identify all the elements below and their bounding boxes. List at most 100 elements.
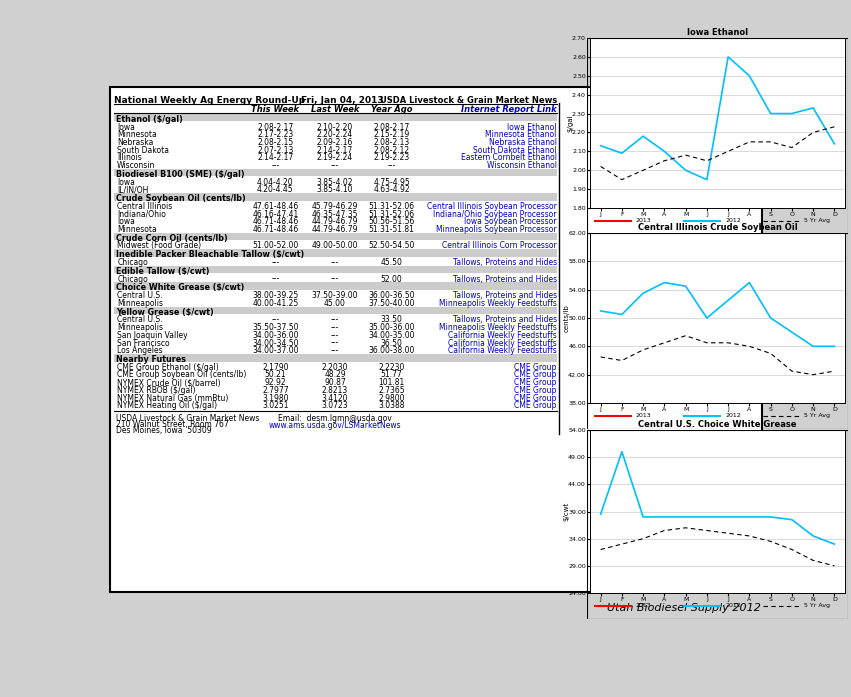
Text: 35.50-37.50: 35.50-37.50 [252,323,299,332]
Text: 46.71-48.46: 46.71-48.46 [252,225,299,234]
Text: 46.71-48.46: 46.71-48.46 [252,217,299,227]
Text: 2.2030: 2.2030 [322,362,348,372]
Y-axis label: cents/lb: cents/lb [563,304,569,332]
Text: 44.79-46.79: 44.79-46.79 [311,225,358,234]
Text: Email:  desm.lgmn@usda.gov: Email: desm.lgmn@usda.gov [278,413,391,422]
Text: ---: --- [331,346,340,355]
Text: 44.79-46.79: 44.79-46.79 [311,217,358,227]
Text: 2.17-2.23: 2.17-2.23 [257,130,294,139]
Text: 45.79-46.29: 45.79-46.29 [311,202,358,210]
Text: 4.20-4.45: 4.20-4.45 [257,185,294,194]
Text: Iowa Ethanol: Iowa Ethanol [507,123,557,132]
Text: CME Group: CME Group [514,362,557,372]
Text: 2.08-2.13: 2.08-2.13 [374,138,409,147]
Text: 2.2230: 2.2230 [379,362,405,372]
Text: ---: --- [331,275,340,284]
Text: 2.15-2.19: 2.15-2.19 [374,130,409,139]
Text: Biodiesel B100 (SME) ($/gal): Biodiesel B100 (SME) ($/gal) [116,170,244,179]
Text: USDA Livestock & Grain Market News: USDA Livestock & Grain Market News [380,96,557,105]
Text: California Weekly Feedstuffs: California Weekly Feedstuffs [448,346,557,355]
Text: 2012: 2012 [725,603,741,608]
Text: Iowa: Iowa [117,123,135,132]
Text: Indiana/Ohio Soybean Processor: Indiana/Ohio Soybean Processor [433,210,557,219]
Text: Central Illinois Corn Processor: Central Illinois Corn Processor [442,241,557,250]
Text: 51.31-51.81: 51.31-51.81 [368,225,414,234]
Text: South Dakota: South Dakota [117,146,169,155]
Text: Tallows, Proteins and Hides: Tallows, Proteins and Hides [453,258,557,267]
Text: 3.4120: 3.4120 [322,394,348,403]
Text: 2.08-2.12: 2.08-2.12 [374,146,409,155]
Text: Minneapolis: Minneapolis [117,299,163,308]
Text: San Francisco: San Francisco [117,339,170,348]
Text: Minneapolis Weekly Feedstuffs: Minneapolis Weekly Feedstuffs [439,323,557,332]
Text: Minneapolis Soybean Processor: Minneapolis Soybean Processor [436,225,557,234]
Text: Edible Tallow ($/cwt): Edible Tallow ($/cwt) [116,267,209,276]
Text: Central Illinois Soybean Processor: Central Illinois Soybean Processor [426,202,557,210]
Text: 4.04-4.20: 4.04-4.20 [257,178,294,187]
Text: ---: --- [331,339,340,348]
Text: Inedible Packer Bleachable Tallow ($/cwt): Inedible Packer Bleachable Tallow ($/cwt… [116,250,304,259]
Text: IL/IN/OH: IL/IN/OH [117,185,149,194]
Text: 2.7977: 2.7977 [262,386,288,395]
Title: Central U.S. Choice White Grease: Central U.S. Choice White Grease [638,420,797,429]
Text: Central U.S.: Central U.S. [117,316,163,324]
Text: 3.0723: 3.0723 [322,401,348,411]
Text: Iowa Soybean Processor: Iowa Soybean Processor [464,217,557,227]
Text: Minnesota Ethanol: Minnesota Ethanol [485,130,557,139]
Text: 3.85-4.10: 3.85-4.10 [317,185,353,194]
Text: 37.50-40.00: 37.50-40.00 [368,299,414,308]
Text: 2.8213: 2.8213 [322,386,348,395]
Text: 36.50: 36.50 [380,339,403,348]
Text: Crude Corn Oil (cents/lb): Crude Corn Oil (cents/lb) [116,233,227,243]
FancyBboxPatch shape [114,114,557,121]
Text: 33.50: 33.50 [380,316,403,324]
Text: CME Group: CME Group [514,386,557,395]
FancyBboxPatch shape [114,307,557,314]
FancyBboxPatch shape [114,169,557,176]
Text: Ethanol ($/gal): Ethanol ($/gal) [116,115,183,124]
Text: Tallows, Proteins and Hides: Tallows, Proteins and Hides [453,275,557,284]
Text: Minnesota: Minnesota [117,130,157,139]
Text: 34.00-35.00: 34.00-35.00 [368,331,414,340]
Text: 45.00: 45.00 [324,299,346,308]
Text: Iowa: Iowa [117,217,135,227]
Text: 5 Yr Avg: 5 Yr Avg [804,603,831,608]
Text: 52.00: 52.00 [380,275,403,284]
Text: ---: --- [331,331,340,340]
Text: Crude Soybean Oil (cents/lb): Crude Soybean Oil (cents/lb) [116,194,245,203]
Text: 2.10-2.20: 2.10-2.20 [317,123,353,132]
Text: NYMEX RBOB ($/gal): NYMEX RBOB ($/gal) [117,386,196,395]
Text: Wisconsin: Wisconsin [117,161,156,170]
Text: ---: --- [387,161,396,170]
Text: 38.00-39.25: 38.00-39.25 [252,291,299,300]
Text: ---: --- [331,161,340,170]
Text: CME Group: CME Group [514,378,557,387]
Text: 2.9800: 2.9800 [379,394,405,403]
Text: 51.77: 51.77 [380,371,403,379]
Text: 2.7365: 2.7365 [378,386,405,395]
Text: 51.00-52.00: 51.00-52.00 [252,241,299,250]
Title: Iowa Ethanol: Iowa Ethanol [687,28,748,37]
Text: ---: --- [271,316,279,324]
Text: Fri, Jan 04, 2013: Fri, Jan 04, 2013 [301,96,384,105]
FancyBboxPatch shape [114,266,557,273]
Text: NYMEX Heating Oil ($/gal): NYMEX Heating Oil ($/gal) [117,401,217,411]
Text: Minnesota: Minnesota [117,225,157,234]
Text: 3.0388: 3.0388 [379,401,405,411]
Text: 34.00-37.00: 34.00-37.00 [252,346,299,355]
Text: 2.08-2.17: 2.08-2.17 [257,123,294,132]
Text: ---: --- [331,316,340,324]
Text: Last Week: Last Week [311,105,359,114]
FancyBboxPatch shape [114,193,557,201]
Text: 2.07-2.13: 2.07-2.13 [257,146,294,155]
Text: Central U.S.: Central U.S. [117,291,163,300]
Text: Minneapolis Weekly Feedstuffs: Minneapolis Weekly Feedstuffs [439,299,557,308]
Text: 92.92: 92.92 [265,378,286,387]
Text: 2.08-2.17: 2.08-2.17 [374,123,409,132]
Text: Utah Biodiesel Supply 2012: Utah Biodiesel Supply 2012 [608,604,762,613]
Text: 47.61-48.46: 47.61-48.46 [252,202,299,210]
Text: 2.19-2.23: 2.19-2.23 [374,153,409,162]
Y-axis label: $/cwt: $/cwt [563,502,569,521]
Text: Tallows, Proteins and Hides: Tallows, Proteins and Hides [453,316,557,324]
Text: CME Group: CME Group [514,371,557,379]
